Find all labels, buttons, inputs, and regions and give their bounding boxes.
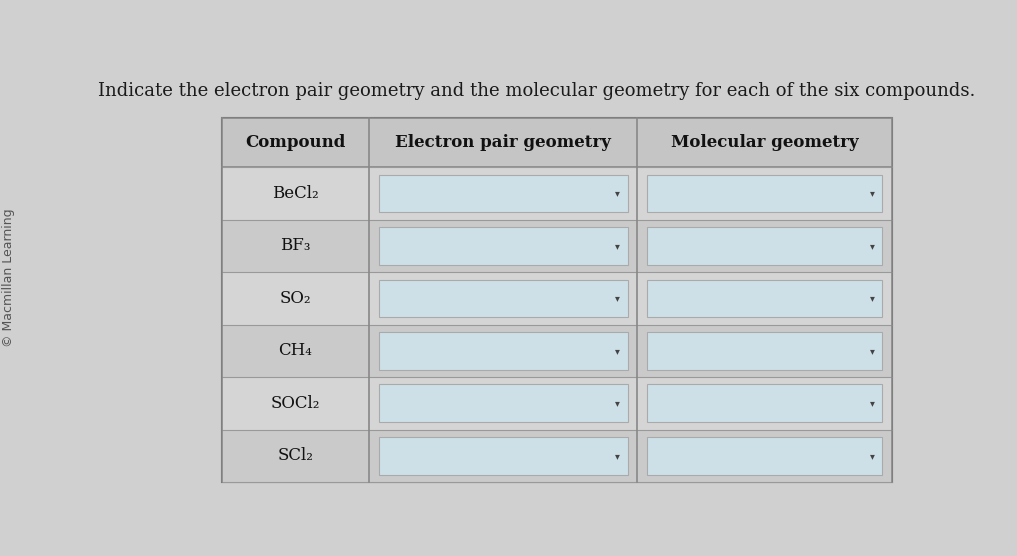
Bar [647, 384, 882, 422]
Bar [378, 332, 627, 370]
Text: ▾: ▾ [870, 346, 875, 356]
Text: ▾: ▾ [615, 451, 619, 461]
Bar [222, 118, 892, 167]
Bar [378, 437, 627, 475]
Text: ▾: ▾ [870, 451, 875, 461]
Text: © Macmillan Learning: © Macmillan Learning [2, 208, 14, 348]
Bar [378, 280, 627, 317]
Text: Compound: Compound [245, 134, 346, 151]
Text: SOCl₂: SOCl₂ [271, 395, 320, 412]
Bar [647, 175, 882, 212]
Bar [222, 167, 892, 220]
Text: BeCl₂: BeCl₂ [273, 185, 318, 202]
Bar [222, 377, 892, 430]
Bar [378, 227, 627, 265]
Text: ▾: ▾ [870, 188, 875, 198]
Bar [647, 227, 882, 265]
Bar [222, 430, 892, 482]
Text: SCl₂: SCl₂ [278, 447, 313, 464]
Bar [222, 118, 892, 482]
Text: ▾: ▾ [870, 294, 875, 304]
Bar [378, 175, 627, 212]
Text: ▾: ▾ [615, 346, 619, 356]
Bar [647, 332, 882, 370]
Bar [647, 437, 882, 475]
Text: ▾: ▾ [870, 398, 875, 408]
Text: CH₄: CH₄ [279, 342, 312, 359]
Bar [378, 384, 627, 422]
Text: ▾: ▾ [615, 188, 619, 198]
Text: Electron pair geometry: Electron pair geometry [396, 134, 611, 151]
Text: BF₃: BF₃ [280, 237, 310, 255]
Text: ▾: ▾ [870, 241, 875, 251]
Text: ▾: ▾ [615, 294, 619, 304]
Bar [222, 272, 892, 325]
Bar [222, 220, 892, 272]
Text: SO₂: SO₂ [280, 290, 311, 307]
Text: ▾: ▾ [615, 241, 619, 251]
Text: Indicate the electron pair geometry and the molecular geometry for each of the s: Indicate the electron pair geometry and … [99, 82, 975, 100]
Bar [222, 325, 892, 377]
Text: Molecular geometry: Molecular geometry [670, 134, 858, 151]
Bar [647, 280, 882, 317]
Text: ▾: ▾ [615, 398, 619, 408]
